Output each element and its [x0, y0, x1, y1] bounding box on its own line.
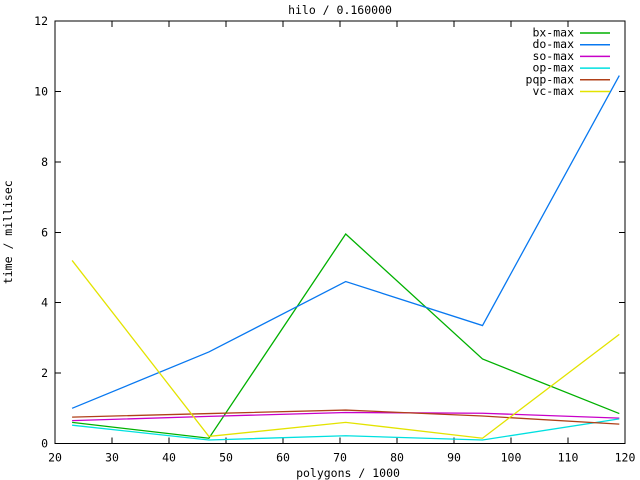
y-tick-label: 2 [41, 366, 48, 380]
legend-label-pqp-max: pqp-max [526, 72, 575, 86]
series-line-bx-max [72, 233, 620, 439]
legend-label-vc-max: vc-max [532, 84, 574, 98]
x-tick-label: 60 [276, 451, 290, 465]
y-tick-label: 12 [34, 14, 48, 28]
x-tick-label: 40 [162, 451, 176, 465]
y-tick-label: 4 [41, 296, 48, 310]
x-tick-label: 20 [48, 451, 62, 465]
series-line-so-max [72, 411, 620, 422]
legend-label-bx-max: bx-max [532, 26, 574, 40]
y-axis-label: time / millisec [1, 180, 15, 284]
x-tick-label: 50 [219, 451, 233, 465]
x-tick-label: 90 [447, 451, 461, 465]
series-line-do-max [71, 75, 620, 409]
series-line-pqp-max [72, 409, 620, 425]
y-tick-label: 10 [34, 84, 48, 98]
legend-label-op-max: op-max [532, 61, 574, 75]
chart-title: hilo / 0.160000 [288, 3, 392, 17]
y-tick-label: 6 [41, 225, 48, 239]
x-tick-label: 120 [615, 451, 636, 465]
x-axis-label: polygons / 1000 [296, 466, 400, 480]
legend-label-do-max: do-max [532, 37, 574, 51]
x-tick-label: 70 [333, 451, 347, 465]
x-tick-label: 80 [390, 451, 404, 465]
x-tick-label: 100 [501, 451, 522, 465]
series-line-vc-max [71, 260, 620, 439]
y-tick-label: 8 [41, 155, 48, 169]
x-tick-label: 30 [105, 451, 119, 465]
x-tick-label: 110 [558, 451, 579, 465]
y-tick-label: 0 [41, 437, 48, 451]
series-line-op-max [72, 418, 620, 441]
legend-label-so-max: so-max [532, 49, 574, 63]
